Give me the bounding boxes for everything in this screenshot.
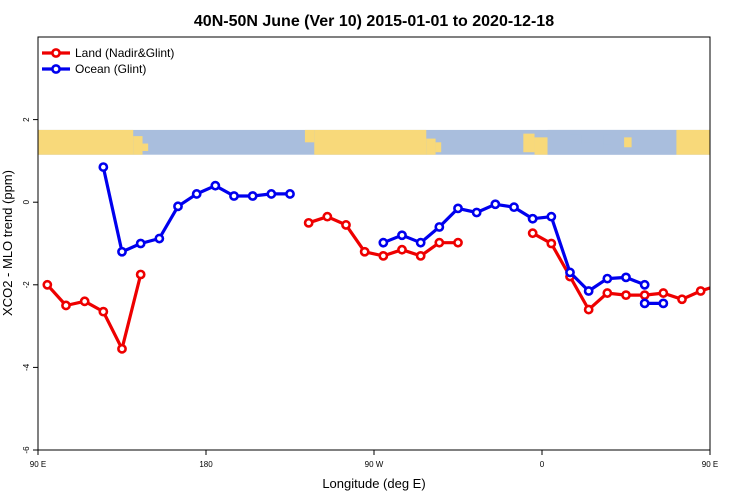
map-land [624,137,632,148]
ocean-data-point [621,272,631,283]
land-data-point [453,237,463,248]
map-inland-water [590,143,604,150]
ocean-data-point [583,286,594,296]
ocean-data-point [191,189,202,199]
land-series-line [531,231,710,312]
x-axis-label: Longitude (deg E) [322,476,425,491]
land-data-point [61,300,71,311]
land-data-point [98,306,109,317]
ocean-data-point [546,211,557,222]
land-data-point [546,238,557,249]
land-data-point [415,250,426,261]
map-land [314,129,427,155]
map-inland-water [612,139,621,147]
map-land [133,136,143,155]
land-data-point [359,246,370,257]
map-land [435,142,442,153]
ocean-data-point [378,237,389,248]
ocean-data-point [154,233,165,244]
map-land [304,129,315,143]
ocean-data-point [266,189,277,199]
land-data-point [341,220,351,230]
ocean-data-point [117,246,127,257]
legend: Land (Nadir&Glint) Ocean (Glint) [42,46,174,76]
y-axis: -6 -4 -2 0 2 [22,117,38,454]
ocean-data-point [434,222,445,232]
ocean-data-point [527,213,538,224]
y-axis-label: XCO2 - MLO trend (ppm) [0,170,15,316]
land-data-point [79,296,90,307]
map-inland-water [570,134,582,144]
map-land [38,129,134,155]
land-data-point [378,250,389,261]
y-tick-label: -2 [22,281,31,289]
x-tick-label: 90 E [30,460,46,469]
ocean-data-point [229,191,239,201]
x-tick-label: 0 [540,460,545,469]
land-data-point [135,269,146,280]
land-data-point [695,286,706,296]
ocean-data-point [453,203,463,214]
land-data-point [42,279,53,290]
y-tick-label: 2 [22,117,31,122]
x-tick-label: 90 W [365,460,384,469]
ocean-data-point [602,273,613,284]
land-data-point [303,217,314,228]
ocean-data-point [490,199,501,210]
y-tick-label: 0 [22,199,31,204]
ocean-data-point [397,230,407,241]
x-tick-label: 90 E [702,460,718,469]
land-data-point [117,343,127,354]
x-tick-label: 180 [199,460,213,469]
map-inland-water [583,142,591,150]
map-inland-water [603,134,612,145]
land-data-point [658,288,669,298]
ocean-data-point [509,202,519,213]
ocean-data-point [173,201,183,212]
land-data-point [397,244,407,255]
map-strip [38,129,710,155]
land-data-point [602,288,613,298]
land-legend-label: Land (Nadir&Glint) [75,46,174,60]
series-layer [42,162,710,354]
ocean-data-point [247,191,258,201]
land-data-point [322,211,333,222]
map-inland-water [547,129,677,155]
ocean-data-point [285,189,295,199]
ocean-data-point [658,298,669,309]
y-tick-label: -6 [22,446,31,454]
chart-title: 40N-50N June (Ver 10) 2015-01-01 to 2020… [194,13,554,30]
land-legend-marker [51,48,61,58]
map-land [142,143,149,151]
ocean-legend-label: Ocean (Glint) [75,62,146,76]
map-land [426,138,436,155]
map-land [676,129,710,155]
ocean-data-point [639,279,650,290]
y-tick-label: -4 [22,363,31,371]
ocean-data-point [415,237,426,248]
land-data-point [434,237,445,248]
x-axis: 90 E 180 90 W 0 90 E [30,450,718,469]
ocean-legend-marker [51,64,61,74]
ocean-data-point [471,207,482,218]
map-land [523,133,535,153]
land-data-point [677,294,687,305]
land-data-point [639,290,650,301]
ocean-data-point [639,298,650,309]
ocean-data-point [135,238,146,249]
land-data-point [527,228,538,239]
map-land [534,137,548,155]
ocean-data-point [98,162,109,172]
ocean-data-point [210,180,221,191]
land-data-point [583,304,594,315]
ocean-data-point [565,267,575,278]
land-data-point [621,290,631,301]
